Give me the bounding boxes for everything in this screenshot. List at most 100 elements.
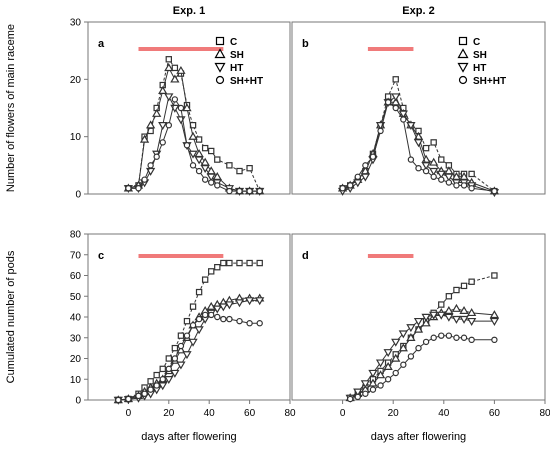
data-point [413,324,424,333]
data-point [489,317,500,326]
data-point [200,165,210,173]
data-point [422,167,430,175]
data-point [188,338,198,347]
data-point [468,278,475,285]
legend-label: SH+HT [473,76,506,87]
x-axis-label: days after flowering [371,431,466,443]
data-point [147,386,154,393]
legend-label: SH [473,50,487,61]
data-point [413,139,424,148]
data-point [170,74,180,83]
data-point [398,110,408,119]
data-point [201,276,209,283]
data-point [188,131,198,140]
data-point [362,390,369,397]
y-tick-label: 10 [70,132,82,143]
series-sh-ht [125,96,263,195]
data-point [398,330,408,339]
data-point [436,170,446,179]
data-point [453,182,460,189]
data-point [406,332,416,341]
data-point [398,343,408,352]
data-point [430,139,437,146]
data-point [460,334,468,341]
data-point [438,332,445,339]
panel-letter: c [98,250,104,262]
data-point [429,167,439,176]
data-point [429,311,439,320]
data-point [360,380,371,389]
data-point [244,297,255,306]
data-point [415,344,422,352]
data-point [176,65,186,74]
data-point [256,320,263,327]
data-point [444,173,454,182]
series-line [128,95,260,192]
data-point [214,313,221,321]
data-point [208,268,215,275]
legend-marker [458,36,468,46]
data-point [182,103,192,112]
data-point [391,338,401,347]
data-point [451,303,462,312]
data-point [429,157,439,166]
data-point [224,301,235,310]
data-point [165,56,172,63]
data-point [362,162,369,169]
data-point [214,264,221,271]
data-point [406,121,416,130]
data-point [164,93,174,102]
panel-letter: d [302,250,309,262]
data-point [453,286,460,294]
data-point [384,99,392,106]
data-point [413,317,424,326]
panel-letter: b [302,38,309,50]
data-point [226,187,233,195]
data-point [153,382,160,389]
data-point [369,386,377,393]
data-point [400,361,407,368]
data-point [438,176,445,183]
data-point [377,127,384,135]
data-point [208,179,215,186]
data-point [391,353,401,362]
data-point [400,116,407,123]
data-point [377,382,384,389]
data-point [246,187,253,195]
data-point [212,305,222,314]
data-point [139,134,150,143]
data-point [164,376,174,385]
data-point [375,370,386,379]
series-line [128,98,260,192]
data-point [165,365,172,373]
data-point [164,63,174,72]
data-point [415,164,422,172]
plot-frame [291,233,546,401]
data-point [445,293,453,300]
data-point [360,173,371,182]
data-point [226,315,233,323]
legend-marker [457,48,469,59]
x-tick-label: 60 [489,408,501,419]
data-point [460,282,468,290]
data-point [125,185,132,192]
x-tick-label: 40 [204,408,216,419]
plot-frame [87,21,291,195]
data-point [375,359,386,368]
x-tick-label: 0 [126,408,132,419]
data-point [183,332,191,339]
y-axis-label: Cumulated number of pods [5,250,17,383]
data-point [459,315,469,324]
legend-label: SH [230,50,244,61]
legend-label: HT [230,63,243,74]
panel-a: 0 10 20 30 a Exp. 1 Number of flowers of main … [5,5,291,201]
data-point [158,382,168,391]
data-point [115,396,122,404]
data-point [159,139,166,146]
data-point [407,353,415,360]
data-point [165,121,172,129]
legend-label: C [230,37,237,48]
data-point [246,320,253,327]
legend-marker [215,75,225,85]
